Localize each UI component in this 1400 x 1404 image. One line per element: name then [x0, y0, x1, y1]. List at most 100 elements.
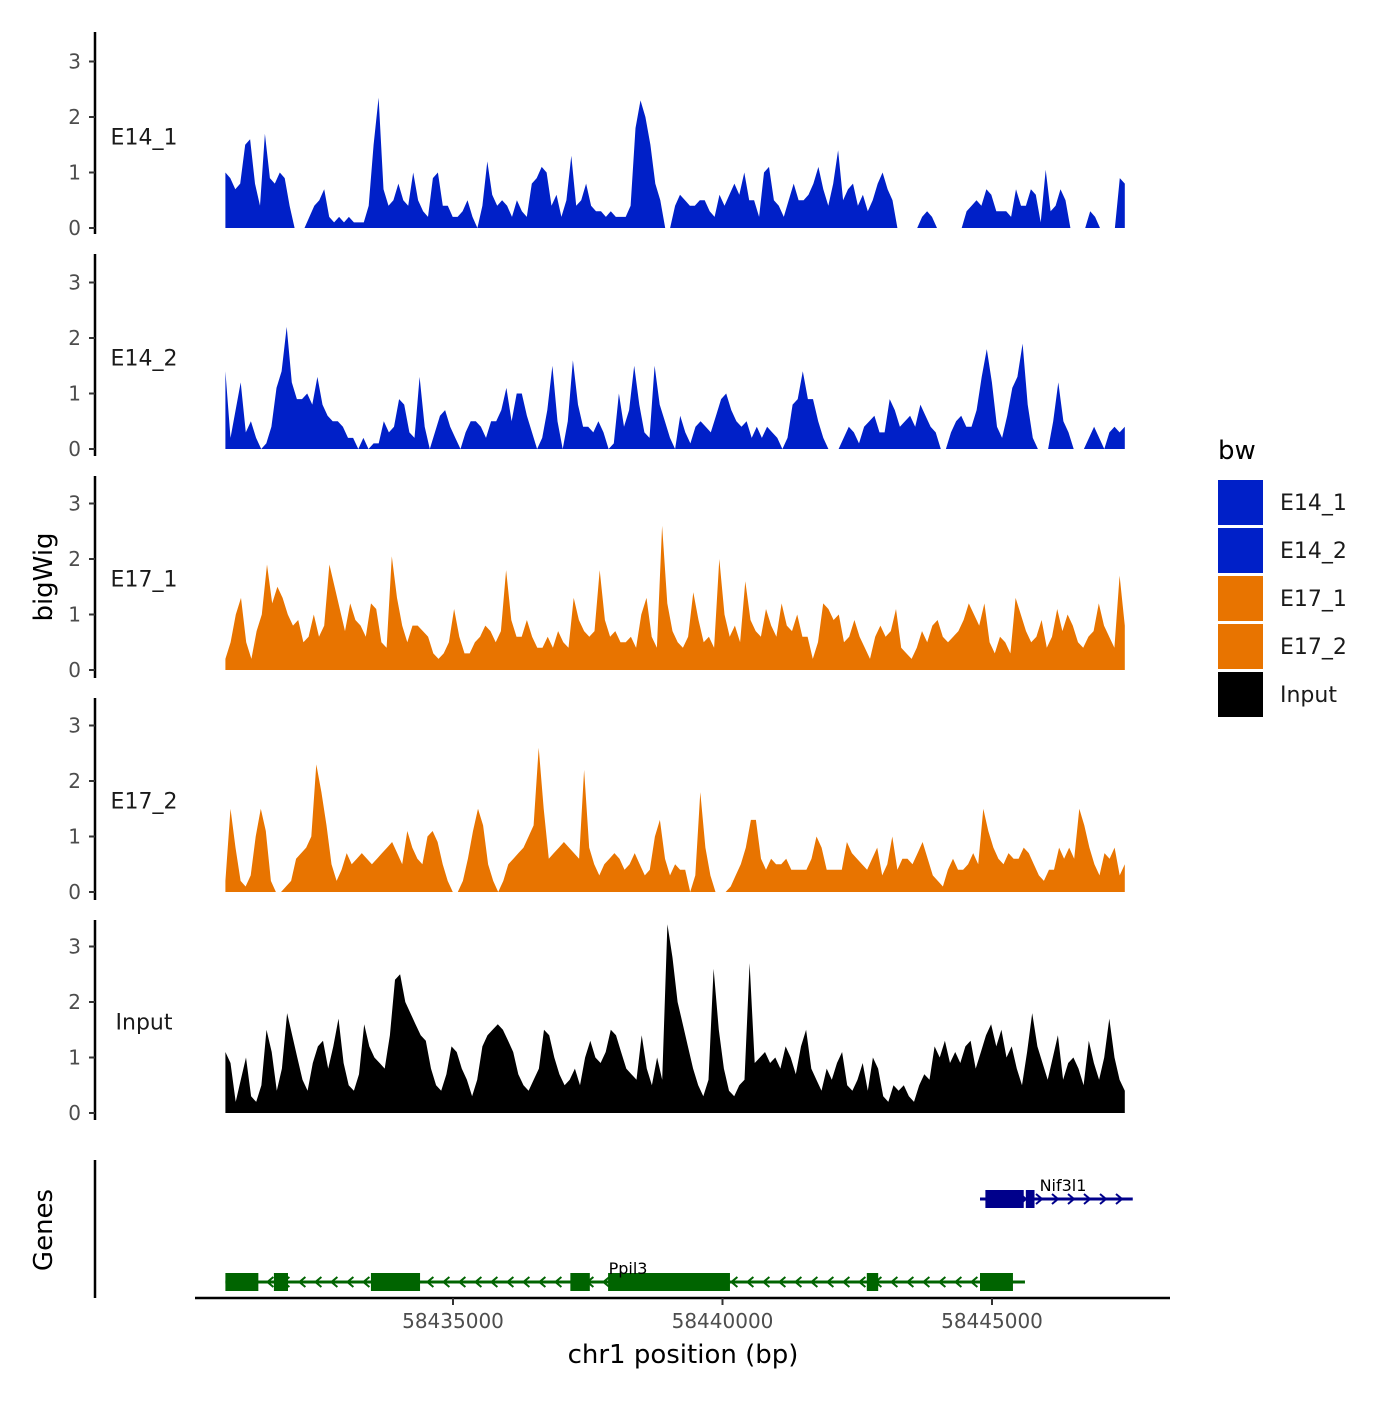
x-axis: 58435000 58440000 58445000	[195, 1296, 1170, 1333]
y-tick-label: 0	[68, 658, 81, 682]
strand-arrow	[265, 1276, 275, 1288]
legend-swatch-E17_2	[1218, 624, 1263, 669]
y-tick-label: 2	[68, 326, 81, 350]
gene-exon	[980, 1273, 1013, 1291]
strand-arrow	[537, 1276, 547, 1288]
y-tick-label: 2	[68, 990, 81, 1014]
gene-exon	[225, 1273, 259, 1291]
strand-arrow	[1051, 1193, 1060, 1205]
strand-arrow	[921, 1276, 931, 1288]
y-tick-label: 0	[68, 216, 81, 240]
legend-label-E14_1: E14_1	[1280, 491, 1347, 516]
strand-arrow	[1083, 1193, 1092, 1205]
strand-arrow	[521, 1276, 531, 1288]
strand-arrow	[761, 1276, 771, 1288]
y-tick-label: 1	[68, 825, 81, 849]
legend-label-E17_1: E17_1	[1280, 587, 1347, 612]
y-tick-label: 0	[68, 1101, 81, 1125]
y-tick-label: 3	[68, 50, 81, 74]
gene-exon	[273, 1273, 288, 1291]
legend-swatch-Input	[1218, 672, 1263, 717]
strand-arrow	[825, 1276, 835, 1288]
y-tick-label: 1	[68, 1046, 81, 1070]
gene-exon	[866, 1273, 879, 1291]
gene-exon	[608, 1273, 730, 1291]
y-tick-label: 1	[68, 382, 81, 406]
track-label: E14_2	[111, 346, 178, 371]
y-tick-label: 3	[68, 935, 81, 959]
legend: bw E14_1 E14_2 E17_1 E17_2 Input	[1218, 436, 1347, 717]
coverage-area-E17_1	[225, 525, 1125, 670]
legend-label-Input: Input	[1280, 683, 1337, 708]
y-tick-label: 1	[68, 603, 81, 627]
gene-exon	[370, 1273, 421, 1291]
y-tick-label: 2	[68, 769, 81, 793]
strand-arrow	[553, 1276, 563, 1288]
x-tick-label: 58445000	[941, 1309, 1043, 1333]
track-E14_2: 0 1 2 3 E14_2	[68, 254, 1125, 461]
strand-arrow	[1067, 1193, 1076, 1205]
y-tick-label: 2	[68, 105, 81, 129]
coverage-area-Input	[225, 924, 1125, 1113]
genes-panel-label: Genes	[29, 1189, 59, 1271]
strand-arrow	[505, 1276, 515, 1288]
strand-arrow	[953, 1276, 963, 1288]
strand-arrow	[1035, 1193, 1044, 1205]
genes-layer: Ppil3 Nif3l1	[93, 1160, 1133, 1298]
gene-label: Nif3l1	[1040, 1176, 1087, 1195]
strand-arrow	[777, 1276, 787, 1288]
x-tick-label: 58435000	[402, 1309, 504, 1333]
track-E14_1: 0 1 2 3 E14_1	[68, 32, 1125, 240]
y-axis-title: bigWig	[29, 532, 59, 621]
legend-label-E14_2: E14_2	[1280, 539, 1347, 564]
track-label: E14_1	[111, 125, 178, 150]
gene-Ppil3: Ppil3	[225, 1259, 1025, 1291]
coverage-area-E17_2	[225, 747, 1125, 892]
strand-arrow	[457, 1276, 467, 1288]
x-axis-title: chr1 position (bp)	[568, 1340, 799, 1370]
gene-exon	[985, 1190, 1024, 1208]
y-tick-label: 3	[68, 271, 81, 295]
y-tick-label: 0	[68, 880, 81, 904]
strand-arrow	[969, 1276, 979, 1288]
strand-arrow	[361, 1276, 371, 1288]
strand-arrow	[905, 1276, 915, 1288]
strand-arrow	[345, 1276, 355, 1288]
y-tick-label: 3	[68, 492, 81, 516]
tracks-layer: 0 1 2 3 E14_1 0 1 2 3 E14_2 0 1 2 3 E17_1 0 1 2 3 E17_2 0 1 2 3…	[68, 32, 1125, 1125]
strand-arrow	[1099, 1193, 1108, 1205]
strand-arrow	[809, 1276, 819, 1288]
y-tick-label: 3	[68, 714, 81, 738]
x-tick-label: 58440000	[672, 1309, 774, 1333]
track-label: Input	[116, 1010, 173, 1035]
legend-swatch-E14_1	[1218, 480, 1263, 525]
track-E17_1: 0 1 2 3 E17_1	[68, 476, 1125, 682]
strand-arrow	[329, 1276, 339, 1288]
strand-arrow	[601, 1276, 611, 1288]
track-E17_2: 0 1 2 3 E17_2	[68, 698, 1125, 904]
gene-label: Ppil3	[609, 1259, 648, 1278]
strand-arrow	[313, 1276, 323, 1288]
gene-Nif3l1: Nif3l1	[980, 1176, 1133, 1208]
y-tick-label: 2	[68, 547, 81, 571]
strand-arrow	[473, 1276, 483, 1288]
strand-arrow	[937, 1276, 947, 1288]
strand-arrow	[729, 1276, 739, 1288]
y-tick-label: 0	[68, 437, 81, 461]
gene-exon	[570, 1273, 590, 1291]
legend-label-E17_2: E17_2	[1280, 635, 1347, 660]
track-Input: 0 1 2 3 Input	[68, 920, 1125, 1125]
gene-exon	[1025, 1190, 1035, 1208]
strand-arrow	[425, 1276, 435, 1288]
strand-arrow	[889, 1276, 899, 1288]
y-tick-label: 1	[68, 161, 81, 185]
coverage-area-E14_2	[225, 326, 1125, 449]
legend-swatch-E14_2	[1218, 528, 1263, 573]
legend-title: bw	[1218, 436, 1256, 466]
strand-arrow	[1115, 1193, 1124, 1205]
strand-arrow	[297, 1276, 307, 1288]
legend-swatch-E17_1	[1218, 576, 1263, 621]
track-label: E17_2	[111, 789, 178, 814]
